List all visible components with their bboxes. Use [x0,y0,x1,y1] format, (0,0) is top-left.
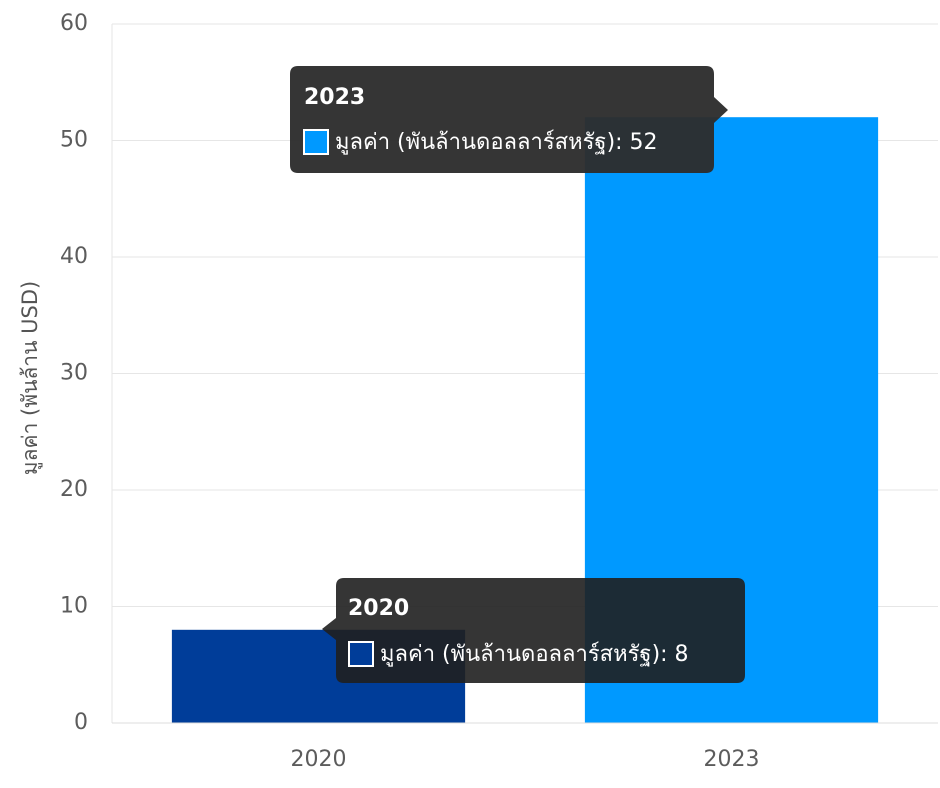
x-tick-label-2023: 2023 [704,747,760,772]
tooltip-2020: 2020 มูลค่า (พันล้านดอลลาร์สหรัฐ): 8 [322,578,745,683]
y-tick-label-40: 40 [60,244,88,269]
tooltip-swatch-2023 [303,129,329,155]
tooltip-label-2020: มูลค่า (พันล้านดอลลาร์สหรัฐ): 8 [380,642,689,667]
x-tick-label-2020: 2020 [291,747,347,772]
y-tick-label-50: 50 [60,128,88,153]
tooltip-swatch-2020 [348,641,374,667]
tooltip-title-2023: 2023 [304,85,365,110]
tooltip-2023: 2023 มูลค่า (พันล้านดอลลาร์สหรัฐ): 52 [290,66,728,173]
y-tick-label-30: 30 [60,361,88,386]
y-axis-title: มูลค่า (พันล้าน USD) [18,281,43,475]
axis-layer: 0 10 20 30 40 50 60 2020 2023 [60,11,938,772]
tooltip-background-2023 [290,66,728,173]
y-tick-label-20: 20 [60,477,88,502]
tooltip-background-2020 [322,578,745,683]
y-tick-label-60: 60 [60,11,88,36]
y-tick-label-10: 10 [60,594,88,619]
y-tick-label-0: 0 [74,710,88,735]
tooltip-title-2020: 2020 [348,596,409,621]
tooltip-label-2023: มูลค่า (พันล้านดอลลาร์สหรัฐ): 52 [335,130,658,155]
